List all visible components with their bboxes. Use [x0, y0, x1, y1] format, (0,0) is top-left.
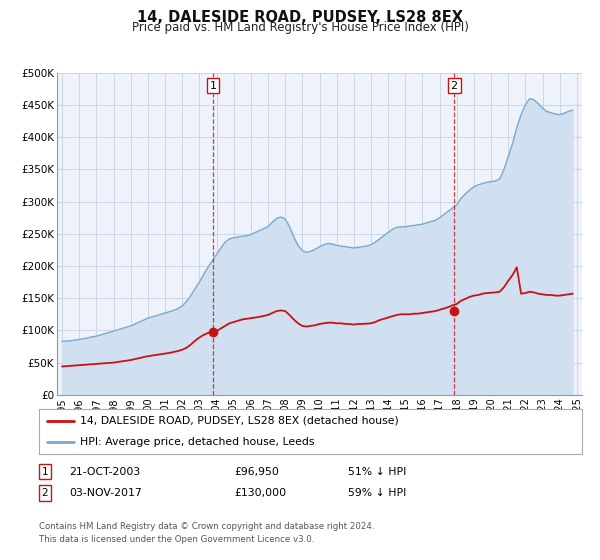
Text: 1: 1: [41, 466, 49, 477]
Text: 59% ↓ HPI: 59% ↓ HPI: [348, 488, 406, 498]
Text: 21-OCT-2003: 21-OCT-2003: [69, 466, 140, 477]
Text: Price paid vs. HM Land Registry's House Price Index (HPI): Price paid vs. HM Land Registry's House …: [131, 21, 469, 34]
Text: 1: 1: [209, 81, 217, 91]
Text: Contains HM Land Registry data © Crown copyright and database right 2024.: Contains HM Land Registry data © Crown c…: [39, 522, 374, 531]
Text: 2: 2: [41, 488, 49, 498]
Text: 03-NOV-2017: 03-NOV-2017: [69, 488, 142, 498]
Text: 14, DALESIDE ROAD, PUDSEY, LS28 8EX: 14, DALESIDE ROAD, PUDSEY, LS28 8EX: [137, 10, 463, 25]
Text: 2: 2: [451, 81, 458, 91]
Text: This data is licensed under the Open Government Licence v3.0.: This data is licensed under the Open Gov…: [39, 535, 314, 544]
Text: 51% ↓ HPI: 51% ↓ HPI: [348, 466, 406, 477]
Text: £130,000: £130,000: [234, 488, 286, 498]
Text: HPI: Average price, detached house, Leeds: HPI: Average price, detached house, Leed…: [80, 437, 314, 447]
Text: 14, DALESIDE ROAD, PUDSEY, LS28 8EX (detached house): 14, DALESIDE ROAD, PUDSEY, LS28 8EX (det…: [80, 416, 398, 426]
Text: £96,950: £96,950: [234, 466, 279, 477]
